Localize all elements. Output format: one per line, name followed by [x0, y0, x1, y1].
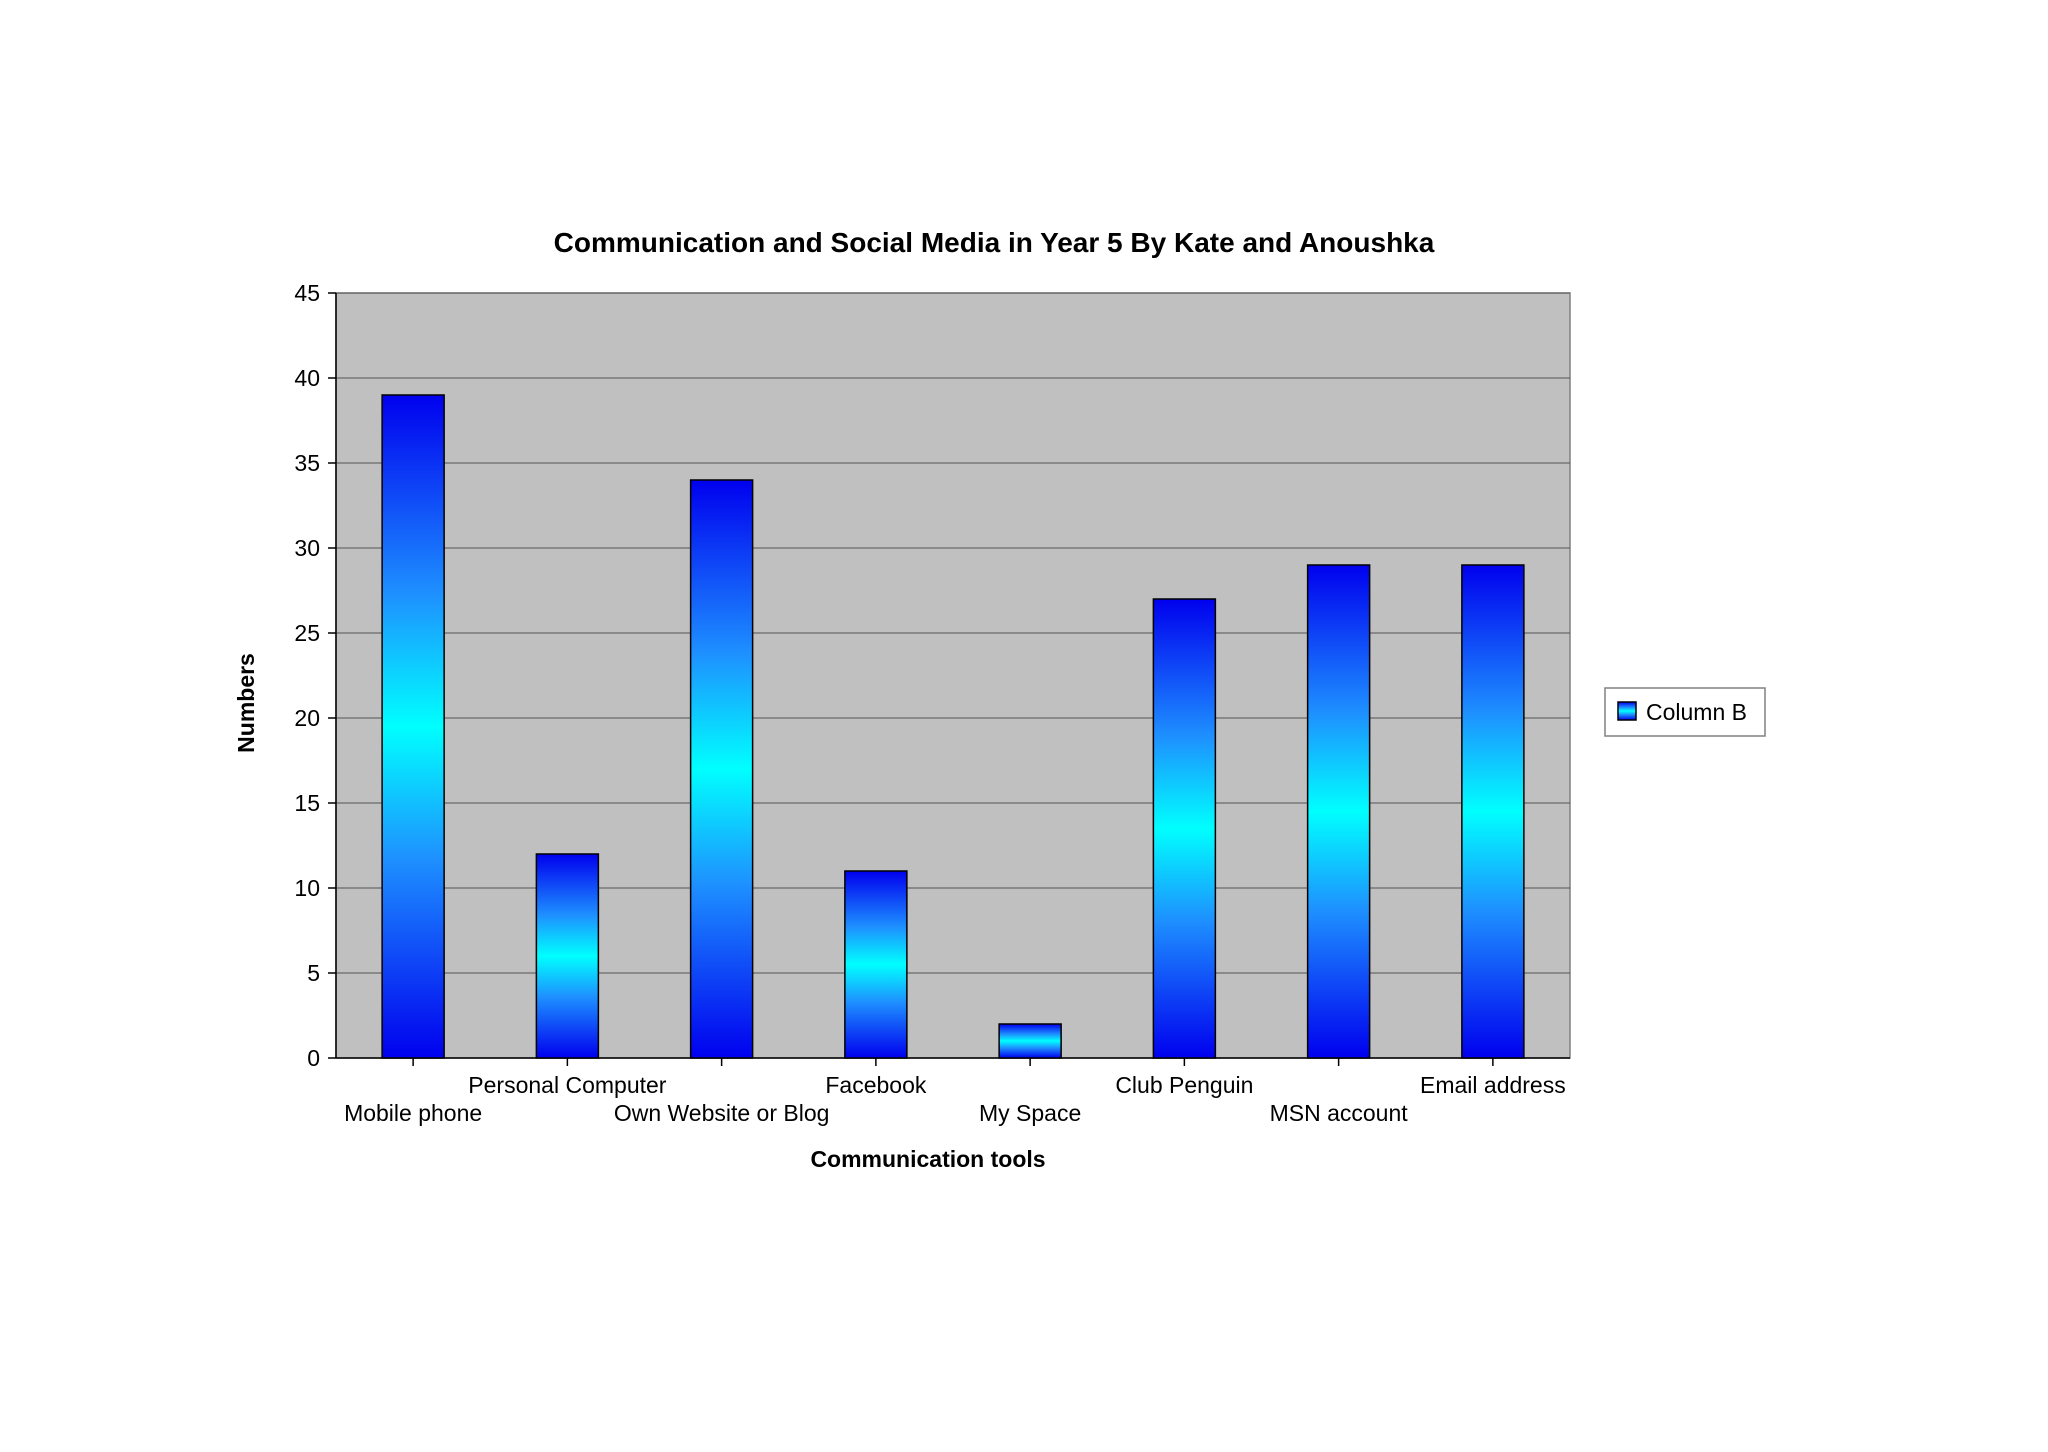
y-tick-label: 40 [294, 365, 320, 391]
y-tick-label: 5 [307, 960, 320, 986]
legend-swatch-column-b [1617, 701, 1637, 721]
legend: Column B [1604, 687, 1766, 737]
x-tick-label: Own Website or Blog [614, 1100, 830, 1126]
x-tick-label: Personal Computer [468, 1072, 666, 1098]
bar [844, 870, 908, 1059]
x-axis-label: Communication tools [810, 1146, 1045, 1172]
y-tick-label: 20 [294, 705, 320, 731]
plot-area [335, 292, 1571, 1059]
y-tick-label: 15 [294, 790, 320, 816]
bar [1461, 564, 1525, 1059]
x-tick-label: MSN account [1270, 1100, 1409, 1126]
bar [998, 1023, 1062, 1059]
y-tick-label: 25 [294, 620, 320, 646]
y-tick-label: 45 [294, 280, 320, 306]
chart-title: Communication and Social Media in Year 5… [554, 227, 1435, 258]
y-tick-label: 30 [294, 535, 320, 561]
legend-label-column-b: Column B [1646, 699, 1747, 725]
bar [535, 853, 600, 1059]
x-tick-label: Club Penguin [1115, 1072, 1253, 1098]
x-tick-label: Mobile phone [344, 1100, 482, 1126]
bar [381, 394, 445, 1059]
y-tick-label: 10 [294, 875, 320, 901]
y-tick-label: 0 [307, 1045, 320, 1071]
y-tick-label: 35 [294, 450, 320, 476]
x-tick-label: Email address [1420, 1072, 1566, 1098]
y-axis-label: Numbers [233, 653, 259, 753]
bar [689, 479, 754, 1059]
bar [1306, 564, 1371, 1059]
bar [1152, 598, 1217, 1059]
x-tick-label: Facebook [825, 1072, 927, 1098]
x-tick-label: My Space [979, 1100, 1081, 1126]
